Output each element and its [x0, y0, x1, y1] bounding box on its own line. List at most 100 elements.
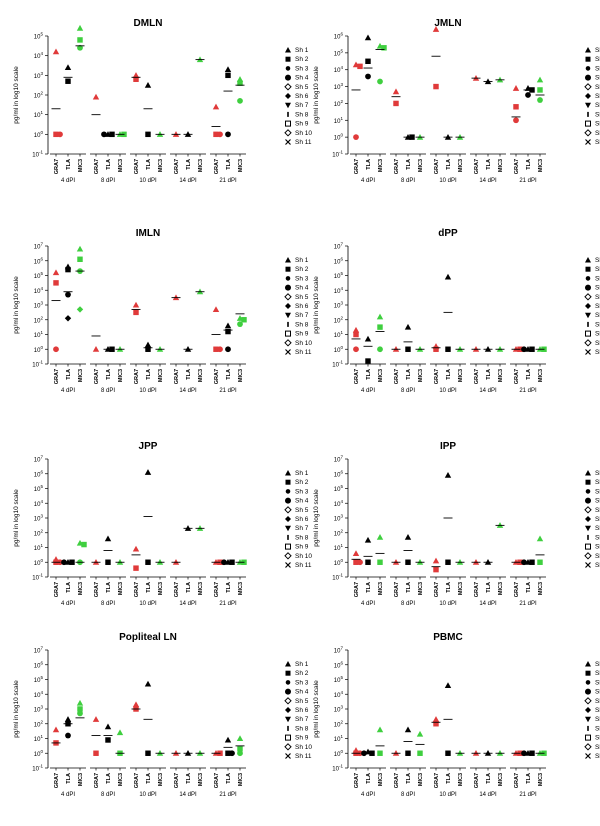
legend-label: Sh 2 [295, 670, 309, 677]
y-axis-label: pg/ml in log10 scale [313, 680, 320, 738]
legend-label: Sh 1 [295, 661, 309, 668]
data-point [444, 273, 452, 280]
assay-label-gra7: GRA7 [214, 159, 220, 174]
legend-marker [585, 753, 591, 759]
legend-marker [285, 284, 291, 291]
legend-marker [585, 734, 591, 741]
assay-label-mic3: MIC3 [238, 773, 244, 786]
legend-label: Sh 7 [595, 312, 600, 319]
y-axis-label: pg/ml in log10 scale [313, 276, 320, 334]
data-point [77, 710, 83, 717]
data-point [364, 335, 372, 342]
legend-marker [587, 534, 589, 540]
y-tick-label: 101 [34, 330, 44, 339]
assay-label-gra7: GRA7 [174, 773, 180, 788]
assay-label-tla: TLA [486, 582, 492, 593]
legend-label: Sh 3 [295, 488, 309, 495]
legend-marker [587, 111, 589, 117]
legend-marker [285, 349, 291, 355]
y-tick-label: 107 [334, 646, 344, 655]
legend-marker [287, 725, 289, 731]
legend-marker [585, 330, 591, 337]
assay-label-gra7: GRA7 [394, 773, 400, 788]
timepoint-label: 14 dPI [179, 792, 197, 798]
assay-label-gra7: GRA7 [474, 369, 480, 384]
legend-label: Sh 6 [595, 707, 600, 714]
legend-marker [285, 102, 291, 109]
legend-marker [584, 339, 592, 347]
data-point [537, 559, 543, 565]
data-point [237, 321, 243, 328]
legend-label: Sh 5 [595, 507, 600, 514]
assay-label-gra7: GRA7 [474, 159, 480, 174]
y-tick-label: 102 [334, 528, 344, 537]
panel-title: JMLN [434, 18, 461, 29]
data-point [76, 306, 84, 313]
legend-marker [285, 312, 291, 319]
y-tick-label: 106 [34, 256, 44, 265]
data-point [145, 346, 151, 352]
legend-marker [285, 670, 291, 676]
data-point [92, 716, 100, 722]
panel-dpp: dPP 10-1 100 101 102 103 104 105 106 107 pg/ml in … [313, 228, 600, 394]
legend-label: Sh 5 [595, 698, 600, 705]
panel-title: JPP [139, 441, 158, 452]
legend-label: Sh 5 [295, 698, 309, 705]
data-point [52, 48, 60, 55]
legend-marker [585, 257, 591, 263]
y-tick-label: 102 [34, 91, 44, 100]
legend-marker [285, 266, 291, 272]
data-point [52, 269, 60, 276]
legend-marker [285, 66, 291, 71]
assay-label-mic3: MIC3 [118, 159, 124, 172]
assay-label-tla: TLA [406, 582, 412, 593]
assay-label-mic3: MIC3 [458, 159, 464, 172]
data-point [392, 88, 400, 95]
legend-marker [584, 552, 592, 560]
timepoint-label: 8 dPI [101, 178, 115, 184]
timepoint-label: 4 dPI [361, 178, 375, 184]
assay-label-mic3: MIC3 [78, 369, 84, 382]
assay-label-mic3: MIC3 [418, 369, 424, 382]
data-point [416, 730, 424, 737]
data-point [77, 37, 83, 43]
legend-marker [285, 276, 291, 281]
legend-marker [285, 93, 291, 99]
data-point [81, 541, 87, 548]
assay-label-tla: TLA [526, 773, 532, 784]
data-point [53, 280, 59, 286]
y-tick-label: 100 [334, 133, 344, 142]
data-point [236, 735, 244, 742]
assay-label-tla: TLA [226, 582, 232, 593]
data-point [77, 706, 83, 712]
y-tick-label: 106 [334, 32, 344, 41]
assay-label-mic3: MIC3 [538, 159, 544, 172]
legend-marker [285, 707, 291, 713]
legend-marker [585, 562, 591, 568]
legend-marker [284, 339, 292, 347]
legend-label: Sh 2 [295, 479, 309, 486]
y-tick-label: 10-1 [332, 573, 343, 582]
data-point [65, 732, 71, 739]
timepoint-label: 21 dPI [519, 178, 537, 184]
assay-label-gra7: GRA7 [474, 582, 480, 597]
panel-title: PBMC [433, 632, 462, 643]
timepoint-label: 10 dPI [139, 388, 157, 394]
assay-label-tla: TLA [446, 773, 452, 784]
timepoint-label: 14 dPI [179, 601, 197, 607]
timepoint-label: 21 dPI [219, 178, 237, 184]
data-point [144, 469, 152, 475]
legend-marker [284, 83, 292, 91]
data-point [432, 26, 440, 32]
assay-label-mic3: MIC3 [458, 582, 464, 595]
assay-label-tla: TLA [486, 369, 492, 380]
legend-label: Sh 2 [595, 670, 600, 677]
timepoint-label: 14 dPI [479, 601, 497, 607]
legend-label: Sh 3 [595, 65, 600, 72]
legend-label: Sh 7 [295, 716, 309, 723]
legend-label: Sh 1 [595, 47, 600, 54]
legend-label: Sh 2 [295, 56, 309, 63]
data-point [229, 750, 235, 757]
timepoint-label: 21 dPI [219, 601, 237, 607]
